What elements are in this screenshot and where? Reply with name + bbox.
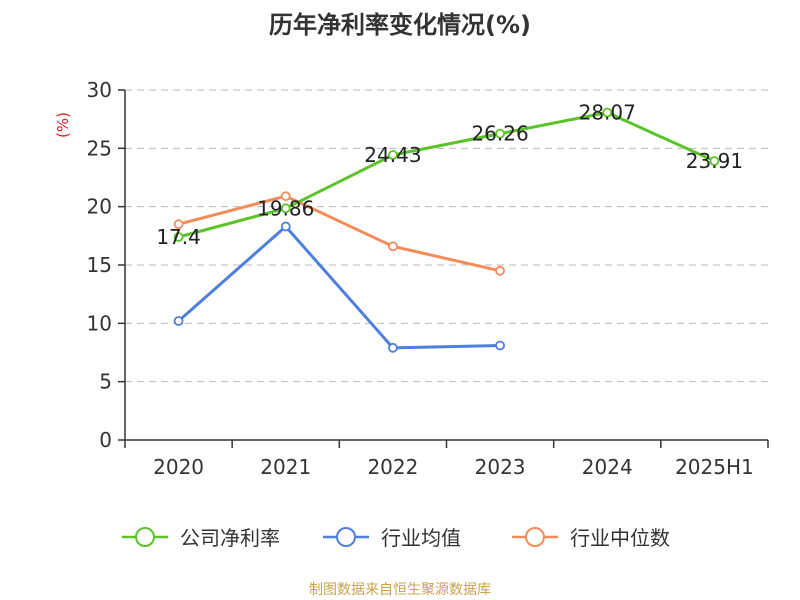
legend-item[interactable]: 公司净利率	[122, 526, 280, 550]
series-line	[178, 194, 501, 273]
data-label: 28.07	[579, 101, 636, 125]
data-point	[495, 128, 505, 139]
data-point	[280, 203, 291, 214]
series-2	[173, 221, 505, 353]
data-label: 19.86	[257, 196, 314, 220]
legend-label: 行业中位数	[570, 526, 670, 550]
y-tick-label: 0	[99, 428, 112, 452]
legend-item[interactable]: 行业中位数	[512, 526, 670, 550]
data-point	[388, 150, 398, 160]
x-tick-label: 2024	[582, 455, 633, 479]
y-tick-label: 30	[87, 78, 112, 102]
series-line	[178, 111, 716, 239]
data-point	[388, 342, 398, 353]
data-point	[173, 232, 184, 242]
legend-label: 行业均值	[381, 526, 461, 550]
y-axis-label: (%)	[54, 112, 72, 138]
legend-marker	[336, 527, 356, 547]
legend-marker	[135, 527, 155, 547]
chart-title: 历年净利率变化情况(%)	[269, 11, 531, 39]
data-labels: 17.4 19.86 24.43 26.26 28.07 23.91	[156, 101, 743, 249]
data-point	[280, 191, 291, 202]
series-3	[173, 191, 505, 276]
y-tick-label: 10	[87, 311, 112, 335]
data-point	[709, 156, 720, 166]
legend-marker	[525, 527, 545, 547]
axes: 0 5 10 15 20 25 30 2020 2021 2022 2023 2024 2025H1	[87, 78, 769, 479]
series-line	[177, 225, 501, 350]
data-point	[388, 241, 398, 252]
y-tick-label: 20	[87, 195, 112, 219]
y-tick-label: 15	[87, 253, 112, 277]
series-1	[173, 107, 720, 242]
data-point	[495, 265, 505, 276]
data-label: 26.26	[471, 122, 528, 146]
x-tick-label: 2025H1	[675, 455, 754, 479]
data-point	[280, 221, 291, 232]
data-point	[495, 340, 505, 351]
data-point	[173, 316, 184, 326]
legend: 公司净利率 行业均值 行业中位数	[122, 526, 670, 550]
x-tick-label: 2021	[260, 455, 311, 479]
x-tick-label: 2023	[475, 455, 526, 479]
y-tick-label: 5	[99, 370, 112, 394]
x-tick-label: 2022	[367, 455, 418, 479]
y-tick-label: 25	[87, 136, 112, 160]
data-label: 23.91	[686, 149, 743, 173]
grid-lines	[125, 89, 768, 383]
data-point	[173, 219, 184, 230]
data-label: 17.4	[156, 225, 201, 249]
x-tick-label: 2020	[153, 455, 204, 479]
data-label: 24.43	[364, 143, 421, 167]
legend-label: 公司净利率	[180, 526, 280, 550]
series	[173, 107, 720, 353]
legend-item[interactable]: 行业均值	[323, 526, 461, 550]
data-point	[602, 107, 613, 118]
source-note: 制图数据来自恒生聚源数据库	[309, 582, 491, 598]
